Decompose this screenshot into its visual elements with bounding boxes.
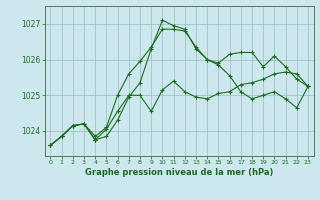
X-axis label: Graphe pression niveau de la mer (hPa): Graphe pression niveau de la mer (hPa) [85,168,273,177]
